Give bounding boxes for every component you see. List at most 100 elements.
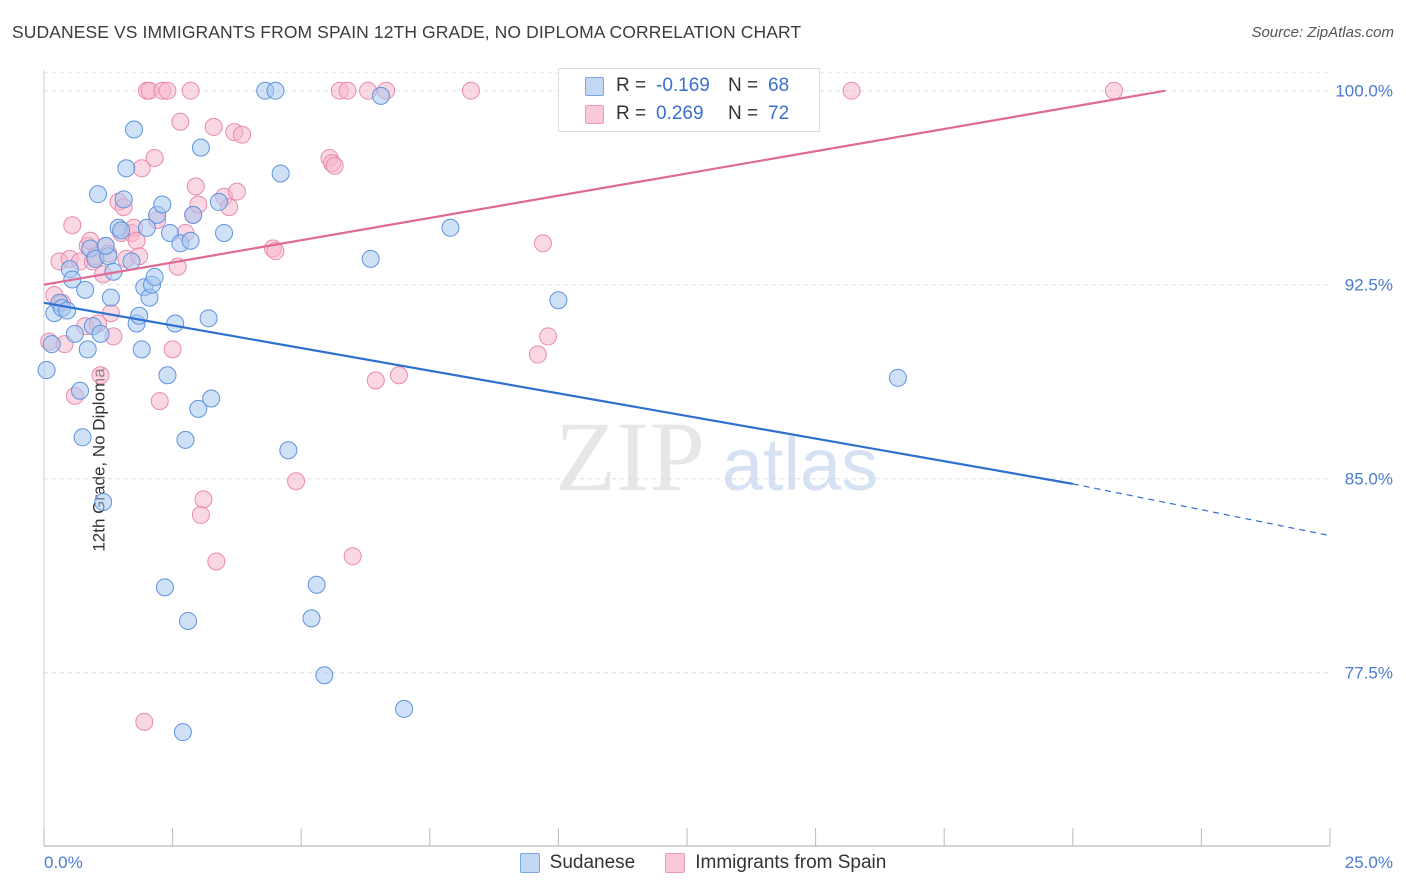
bottom-legend-swatch-sudanese — [519, 853, 540, 873]
point-sudanese-26 — [125, 120, 144, 139]
point-sudanese-7 — [65, 324, 84, 343]
point-sudanese-19 — [101, 288, 120, 307]
point-spain-42 — [181, 81, 200, 100]
trend-line-sudanese — [43, 301, 1073, 485]
trend-line-sudanese-extension — [1072, 483, 1331, 537]
point-sudanese-11 — [78, 340, 97, 359]
point-spain-33 — [145, 148, 164, 167]
legend-n-label: N = — [728, 103, 759, 124]
y-tick-label-1: 85.0% — [1345, 470, 1393, 489]
chart-title: SUDANESE VS IMMIGRANTS FROM SPAIN 12TH G… — [12, 22, 802, 42]
point-spain-37 — [158, 81, 177, 100]
point-spain-62 — [338, 81, 357, 100]
point-spain-57 — [287, 472, 306, 491]
point-sudanese-9 — [73, 428, 92, 447]
point-spain-69 — [528, 345, 547, 364]
bottom-legend-label-sudanese: Sudanese — [549, 852, 636, 873]
point-spain-65 — [366, 371, 385, 390]
point-spain-44 — [186, 177, 205, 196]
point-sudanese-1 — [42, 335, 61, 354]
point-spain-15 — [91, 366, 110, 385]
point-spain-49 — [207, 552, 226, 571]
point-sudanese-10 — [76, 280, 95, 299]
point-spain-56 — [266, 242, 285, 261]
point-spain-48 — [204, 117, 223, 136]
point-spain-30 — [135, 712, 154, 731]
point-sudanese-23 — [114, 190, 133, 209]
tick-labels: 77.5% 85.0% 92.5% 100.0% 0.0% 25.0% — [44, 82, 1393, 872]
legend-row-spain: R = 0.269 N = 72 — [585, 102, 789, 126]
y-tick-label-3: 100.0% — [1335, 82, 1393, 101]
watermark: ZIP atlas — [555, 401, 878, 512]
gridlines — [44, 72, 1330, 674]
point-sudanese-62 — [441, 218, 460, 237]
legend-row-sudanese: R = -0.169 N = 68 — [585, 74, 789, 98]
point-sudanese-43 — [173, 723, 192, 742]
point-sudanese-14 — [89, 185, 108, 204]
point-sudanese-59 — [361, 249, 380, 268]
point-spain-60 — [325, 156, 344, 175]
bottom-legend-swatch-spain — [665, 853, 686, 873]
point-spain-35 — [150, 392, 169, 411]
point-spain-71 — [539, 327, 558, 346]
point-sudanese-47 — [191, 138, 210, 157]
point-sudanese-56 — [302, 609, 321, 628]
point-spain-72 — [842, 81, 861, 100]
trend-lines — [43, 89, 1331, 537]
legend-n-value: 68 — [768, 75, 790, 96]
legend-n-value: 72 — [768, 103, 790, 124]
point-sudanese-22 — [112, 221, 131, 240]
series-sudanese — [37, 81, 907, 742]
point-spain-53 — [227, 182, 246, 201]
point-sudanese-53 — [266, 81, 285, 100]
point-sudanese-66 — [96, 236, 115, 255]
legend: R = -0.169 N = 68 R = 0.269 N = 72 — [558, 68, 820, 132]
point-sudanese-16 — [91, 324, 110, 343]
point-sudanese-51 — [215, 223, 234, 242]
legend-r-label: R = — [616, 103, 647, 124]
axes — [43, 70, 1331, 847]
bottom-legend-label-spain: Immigrants from Spain — [695, 852, 887, 873]
legend-r-value: -0.169 — [656, 75, 710, 96]
x-tick-label-1: 25.0% — [1345, 853, 1393, 872]
point-sudanese-63 — [549, 291, 568, 310]
point-sudanese-45 — [179, 611, 198, 630]
point-spain-67 — [389, 366, 408, 385]
point-sudanese-60 — [371, 86, 390, 105]
point-sudanese-58 — [315, 666, 334, 685]
point-spain-68 — [461, 81, 480, 100]
point-sudanese-67 — [137, 218, 156, 237]
point-sudanese-65 — [58, 301, 77, 320]
point-sudanese-57 — [307, 575, 326, 594]
trend-line-spain — [43, 89, 1166, 286]
point-sudanese-0 — [37, 361, 56, 380]
point-sudanese-33 — [145, 267, 164, 286]
point-sudanese-54 — [271, 164, 290, 183]
chart-source: Source: ZipAtlas.com — [1251, 24, 1394, 41]
bottom-legend-sudanese: Sudanese — [519, 852, 636, 874]
point-sudanese-48 — [199, 309, 218, 328]
bottom-legend: Sudanese Immigrants from Spain — [0, 852, 1406, 874]
legend-swatch-spain — [585, 104, 604, 124]
watermark-zip: ZIP — [555, 401, 705, 512]
legend-r-label: R = — [616, 75, 647, 96]
point-sudanese-64 — [888, 368, 907, 387]
point-sudanese-44 — [176, 430, 195, 449]
point-sudanese-41 — [184, 205, 203, 224]
point-sudanese-46 — [189, 399, 208, 418]
legend-swatch-sudanese — [585, 76, 604, 96]
legend-r-value: 0.269 — [656, 103, 704, 124]
point-sudanese-17 — [94, 492, 113, 511]
y-tick-label-0: 77.5% — [1345, 664, 1393, 683]
point-sudanese-25 — [122, 252, 141, 271]
point-sudanese-37 — [158, 366, 177, 385]
point-spain-70 — [533, 234, 552, 253]
point-sudanese-61 — [395, 699, 414, 718]
point-sudanese-50 — [209, 192, 228, 211]
point-sudanese-55 — [279, 441, 298, 460]
point-sudanese-39 — [166, 314, 185, 333]
legend-n-label: N = — [728, 75, 759, 96]
x-tick-label-0: 0.0% — [44, 853, 83, 872]
point-spain-47 — [194, 490, 213, 509]
